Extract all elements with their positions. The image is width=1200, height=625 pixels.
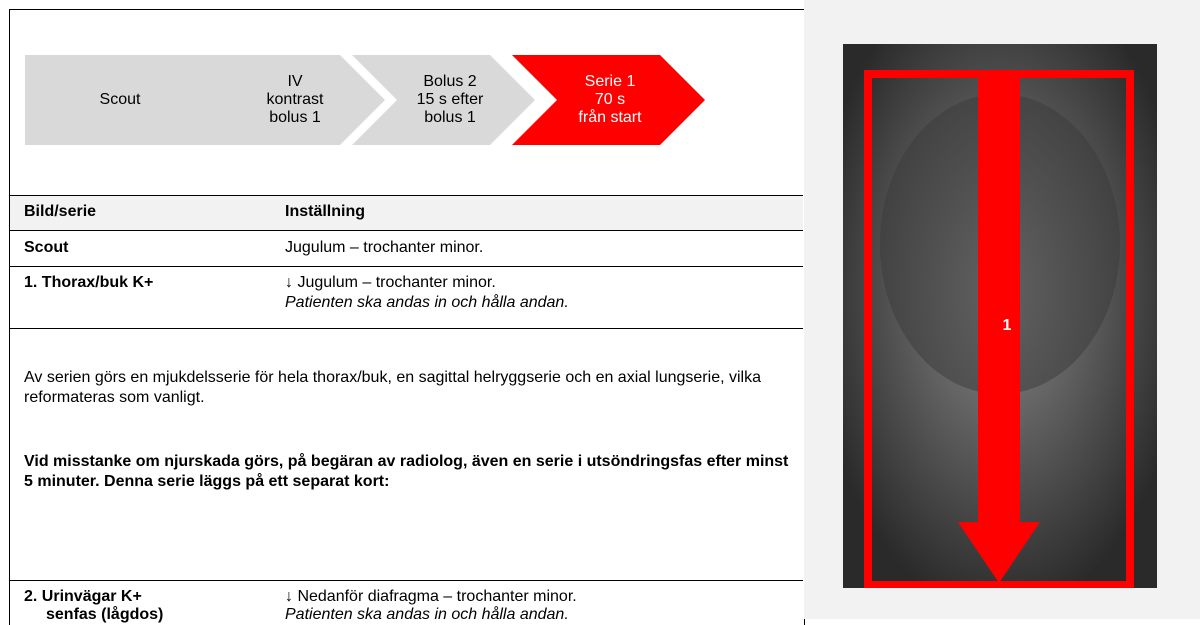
cell: senfas (lågdos): [46, 606, 164, 623]
step-text: Serie 1: [584, 73, 636, 90]
header-cell: Bild/serie: [24, 203, 97, 220]
step-shape: [512, 55, 705, 145]
step: Serie 1 70 s från start: [540, 55, 680, 145]
rule: [9, 328, 803, 329]
step-text: bolus 1: [424, 109, 476, 126]
header-bg: [10, 196, 803, 230]
step-shape: [195, 55, 385, 145]
step-text: 15 s efter: [416, 91, 484, 108]
rule: [9, 230, 803, 231]
cell: Patienten ska andas in och hålla andan.: [285, 606, 569, 623]
cell: 1. Thorax/buk K+: [24, 274, 154, 291]
step-shape: [25, 55, 250, 145]
rule: [9, 580, 803, 581]
step: IV kontrast bolus 1: [225, 55, 365, 145]
xray-image: 1: [843, 44, 1157, 588]
step-shape: [352, 55, 535, 145]
step: Scout: [40, 55, 200, 145]
step: Bolus 2 15 s efter bolus 1: [380, 55, 520, 145]
steps: [25, 55, 705, 145]
rule: [9, 195, 803, 196]
step-text: bolus 1: [269, 109, 321, 126]
series-number: 1: [1003, 317, 1012, 334]
step-text: Bolus 2: [423, 73, 477, 90]
step-text: kontrast: [266, 91, 324, 108]
step-text: 70 s: [594, 91, 626, 108]
step-text: IV: [287, 73, 303, 90]
header-cell: Inställning: [285, 203, 365, 220]
note: Vid misstanke om njurskada görs, på begä…: [24, 453, 789, 490]
note: Av serien görs en mjukdelsserie för hela…: [24, 369, 761, 406]
rule: [9, 266, 803, 267]
cell: Jugulum – trochanter minor.: [285, 239, 484, 256]
cell: ↓ Nedanför diafragma – trochanter minor.: [285, 588, 577, 605]
cell: Scout: [24, 239, 69, 256]
arrow-head: [958, 522, 1040, 583]
cell: 2. Urinvägar K+: [24, 588, 142, 605]
cell: ↓ Jugulum – trochanter minor.: [285, 274, 496, 291]
scan-range: [864, 70, 1134, 588]
cell: Patienten ska andas in och hålla andan.: [285, 294, 569, 311]
step-text: från start: [578, 109, 642, 126]
arrow-shaft: [978, 76, 1020, 526]
step-text: Scout: [99, 91, 141, 108]
